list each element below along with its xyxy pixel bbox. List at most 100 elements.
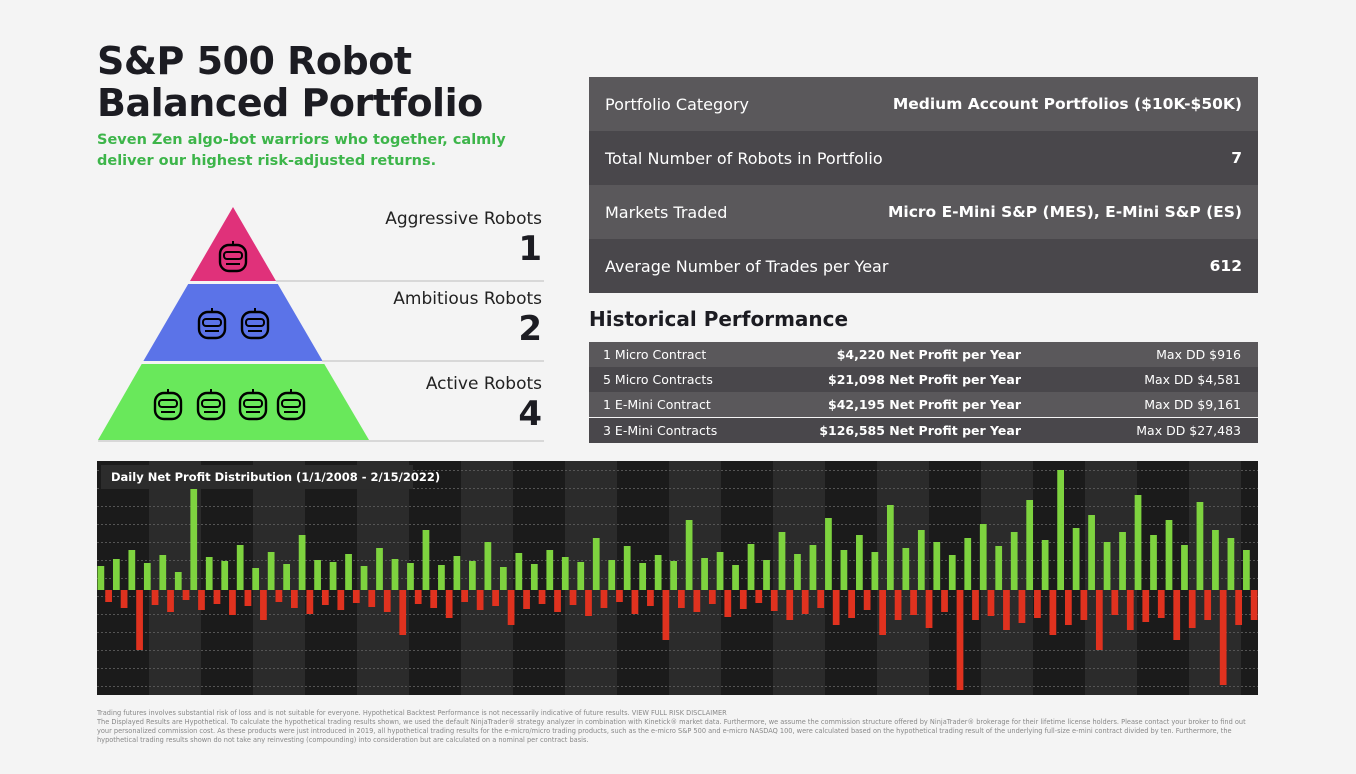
bar xyxy=(902,548,910,590)
bar xyxy=(1049,590,1057,635)
cell: Max DD $9,161 xyxy=(1144,397,1241,413)
bar xyxy=(221,561,229,590)
bar xyxy=(670,561,677,590)
bar xyxy=(1072,528,1080,590)
bar xyxy=(995,546,1003,590)
chart-title: Daily Net Profit Distribution (1/1/2008 … xyxy=(111,470,440,484)
bar xyxy=(871,552,879,590)
cell: $4,220 Net Profit per Year xyxy=(836,347,1021,362)
bar xyxy=(492,590,499,606)
tier-label: Aggressive Robots xyxy=(385,209,542,229)
cell: Max DD $27,483 xyxy=(1136,422,1241,438)
bar xyxy=(1018,590,1026,623)
bar xyxy=(569,590,577,605)
bar xyxy=(1041,540,1049,590)
bar xyxy=(1235,590,1243,625)
bar xyxy=(345,554,352,590)
title-line: Balanced Portfolio xyxy=(97,81,483,125)
bar xyxy=(987,590,995,616)
subtitle: Seven Zen algo-bot warriors who together… xyxy=(97,130,506,172)
bar xyxy=(616,590,623,602)
bar xyxy=(205,557,213,590)
bar xyxy=(523,590,530,609)
bar xyxy=(1188,590,1196,628)
bar xyxy=(561,557,569,590)
bar xyxy=(917,530,925,590)
bar xyxy=(383,590,391,612)
performance-row: 1 E-Mini Contract $42,195 Net Profit per … xyxy=(589,392,1258,418)
bar xyxy=(910,590,917,615)
summary-row: Markets Traded Micro E-Mini S&P (MES), E-… xyxy=(589,185,1258,239)
bar xyxy=(422,530,430,590)
bar xyxy=(956,590,964,690)
bar xyxy=(499,567,507,590)
bar xyxy=(198,590,205,610)
bar xyxy=(863,590,871,610)
bar xyxy=(1243,550,1250,590)
bar xyxy=(291,590,298,608)
bar xyxy=(321,590,329,605)
bar xyxy=(368,590,376,607)
bar xyxy=(1057,470,1064,590)
bar xyxy=(260,590,267,620)
tier-label: Ambitious Robots xyxy=(393,289,542,309)
bar xyxy=(515,553,523,590)
bar xyxy=(1080,590,1088,620)
bar xyxy=(825,518,832,590)
cell: Markets Traded xyxy=(605,202,728,222)
bar xyxy=(105,590,112,602)
bar xyxy=(848,590,856,618)
chart-texture xyxy=(97,461,1258,695)
cell: $126,585 Net Profit per Year xyxy=(819,422,1021,438)
bar xyxy=(236,545,244,590)
bar xyxy=(708,590,716,604)
subtitle-line: deliver our highest risk-adjusted return… xyxy=(97,153,437,169)
bar xyxy=(283,564,290,590)
bar xyxy=(732,565,739,590)
pyramid xyxy=(98,207,544,442)
subtitle-line: Seven Zen algo-bot warriors who together… xyxy=(97,132,506,148)
bar xyxy=(244,590,252,606)
bar xyxy=(600,590,608,608)
bar xyxy=(252,568,260,590)
bar xyxy=(151,590,159,605)
cell: Total Number of Robots in Portfolio xyxy=(605,148,883,168)
bar xyxy=(925,590,933,628)
bar xyxy=(763,560,770,590)
bar xyxy=(414,590,422,604)
bar xyxy=(1227,538,1235,590)
bar xyxy=(507,590,515,625)
pyramid-tier xyxy=(98,364,369,440)
cell: 3 E-Mini Contracts xyxy=(603,422,718,438)
bar xyxy=(856,535,863,590)
bar xyxy=(678,590,685,608)
bar xyxy=(817,590,825,608)
bar xyxy=(1196,502,1204,590)
bar xyxy=(972,590,979,620)
cell: 612 xyxy=(1209,257,1242,275)
bar xyxy=(662,590,670,640)
bar xyxy=(979,524,987,590)
bar xyxy=(747,544,755,590)
bar xyxy=(538,590,546,604)
bar xyxy=(801,590,809,614)
bar xyxy=(1010,532,1018,590)
bar xyxy=(608,560,616,590)
bar xyxy=(631,590,639,614)
bar xyxy=(1212,530,1219,590)
bar xyxy=(399,590,407,635)
disclaimer: Trading futures involves substantial ris… xyxy=(97,709,1259,745)
bar xyxy=(786,590,794,620)
bar xyxy=(182,590,190,600)
cell: 7 xyxy=(1231,149,1242,167)
cell: $42,195 Net Profit per Year xyxy=(828,397,1021,413)
bar xyxy=(933,542,941,590)
disclaimer-line: Trading futures involves substantial ris… xyxy=(97,709,727,717)
bar xyxy=(1150,535,1157,590)
bar xyxy=(585,590,592,616)
bar xyxy=(314,560,321,590)
bar xyxy=(329,562,337,590)
bar xyxy=(716,552,724,590)
bar xyxy=(724,590,732,617)
